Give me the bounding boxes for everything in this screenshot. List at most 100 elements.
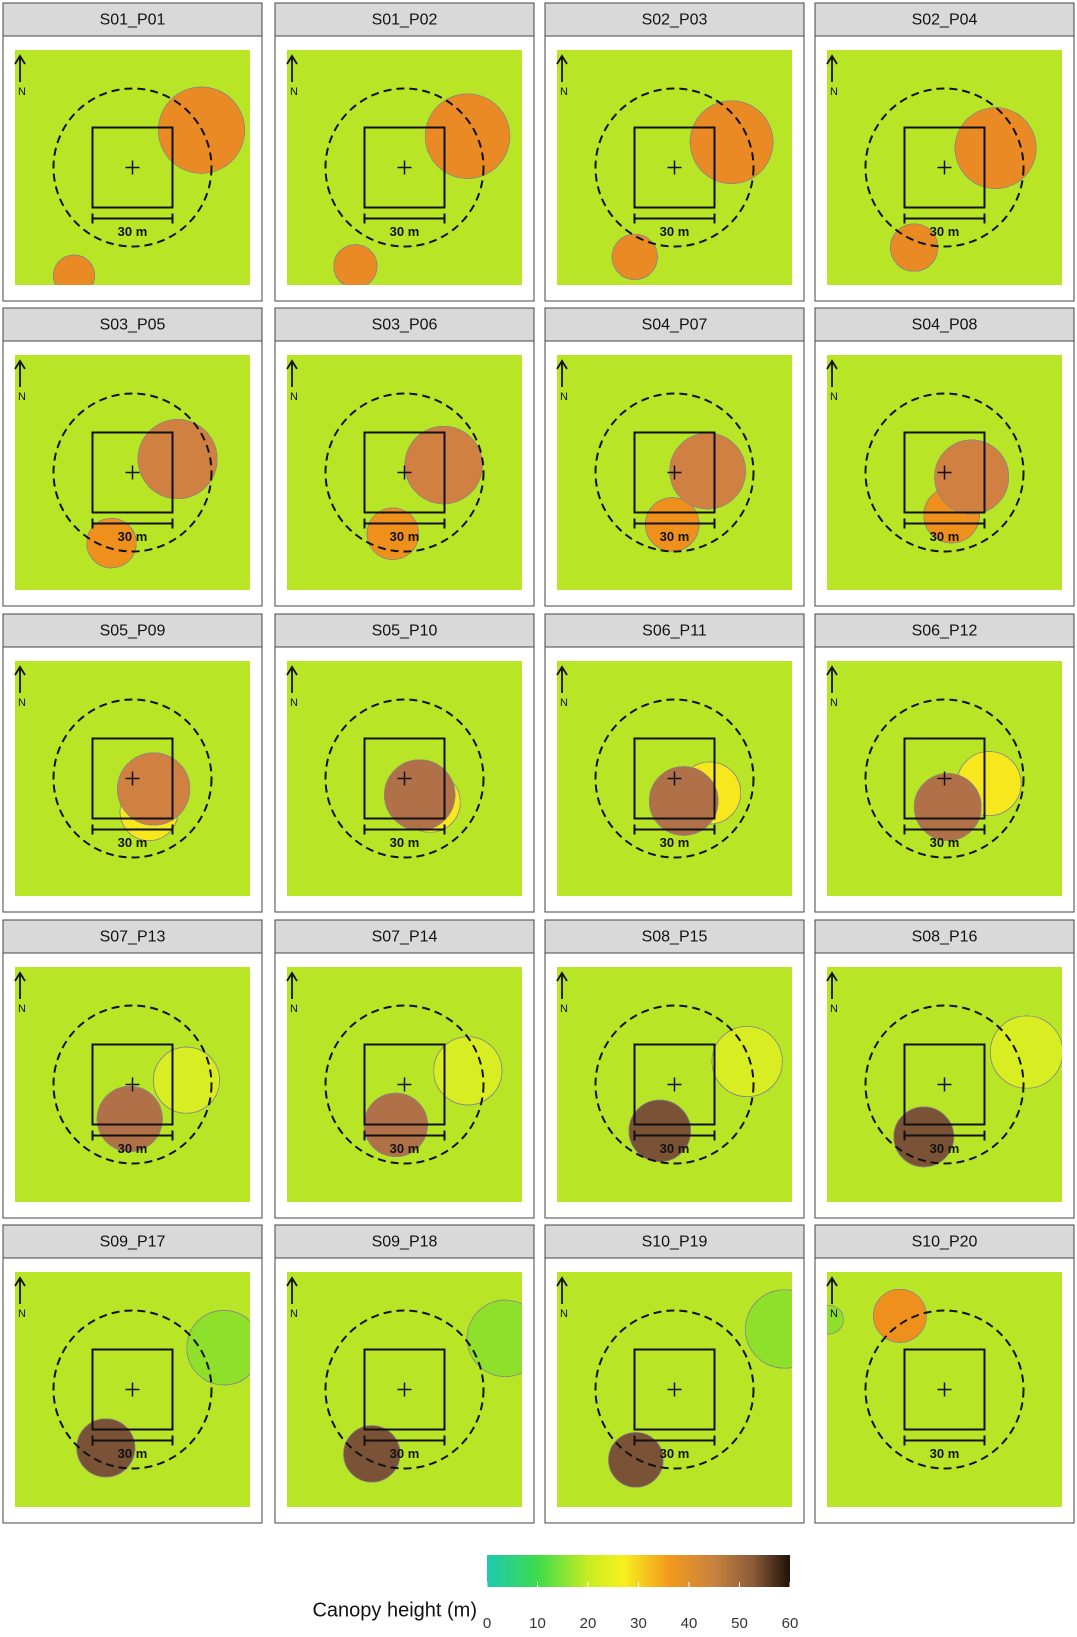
panel: S09_P18 30 m N [274,1224,535,1524]
canopy-patch [745,1289,792,1369]
plot-radius [864,1309,1025,1470]
plot-square [633,126,716,209]
canopy-patch [873,1289,927,1343]
scale-label: 30 m [660,835,690,850]
plot-radius [52,392,213,553]
plot-center [667,771,682,786]
north-label: N [290,1003,298,1015]
plot-center [125,465,140,480]
panel-title: S05_P09 [100,623,166,640]
panel-title: S07_P13 [100,929,166,946]
north-arrow [286,54,298,82]
scale-bar [91,213,174,224]
scale-bar [633,1130,716,1141]
north-label: N [18,697,26,709]
panel: S03_P06 30 m N [274,307,535,607]
scale-label: 30 m [660,224,690,239]
colorbar-tick-label: 60 [782,1615,799,1632]
north-arrow [826,359,838,387]
canopy-patch [893,1106,955,1168]
north-arrow [286,1276,298,1304]
scale-label: 30 m [660,1141,690,1156]
canopy-patch [711,1026,783,1097]
panel: S04_P08 30 m N [814,307,1075,607]
canopy-patch [689,100,774,184]
scale-label: 30 m [118,1141,148,1156]
scale-label: 30 m [390,529,420,544]
panel: S05_P10 30 m N [274,613,535,913]
canopy-map [15,967,250,1202]
canopy-patch [186,1310,250,1386]
plot-radius [324,392,485,553]
panel-title: S08_P16 [912,929,978,946]
scale-bar [91,824,174,835]
north-label: N [560,1003,568,1015]
scale-label: 30 m [660,1446,690,1461]
plot-center [667,1382,682,1397]
scale-bar [633,213,716,224]
canopy-patch [333,244,378,285]
canopy-patch [649,766,719,836]
panel-header [544,2,805,37]
north-label: N [290,697,298,709]
scale-label: 30 m [930,1446,960,1461]
plot-center [667,1077,682,1092]
scale-bar [903,1435,986,1446]
panel: S06_P11 30 m N [544,613,805,913]
north-label: N [830,1003,838,1015]
panel-header [544,919,805,954]
canopy-patch [153,1046,220,1114]
plot-center [397,1077,412,1092]
north-label: N [560,86,568,98]
panel-title: S02_P04 [912,12,978,29]
panel-header [2,2,263,37]
canopy-patch [466,1299,522,1377]
north-arrow [556,359,568,387]
panel: S08_P15 30 m N [544,919,805,1219]
panel: S07_P13 30 m N [2,919,263,1219]
scale-label: 30 m [930,224,960,239]
canopy-patch [913,773,982,841]
plot-radius [52,87,213,248]
plot-radius [324,87,485,248]
scale-bar [903,1130,986,1141]
panel-title: S06_P12 [912,623,978,640]
plot-square [633,1043,716,1126]
colorbar-tick-label: 30 [630,1615,647,1632]
plot-center [125,1077,140,1092]
north-arrow [826,54,838,82]
plot-radius [594,1004,755,1165]
plot-center [397,160,412,175]
canopy-patch [954,107,1037,189]
canopy-patch [628,1099,691,1163]
scale-bar [363,1435,446,1446]
panel-header [274,613,535,648]
panel-title: S03_P05 [100,317,166,334]
panel-title: S02_P03 [642,12,708,29]
panel: S09_P17 30 m N [2,1224,263,1524]
plot-center [937,1077,952,1092]
plot-radius [52,1309,213,1470]
panel: S07_P14 30 m N [274,919,535,1219]
panel: S06_P12 30 m N [814,613,1075,913]
scale-label: 30 m [930,1141,960,1156]
north-arrow [556,54,568,82]
panel-header [544,613,805,648]
north-label: N [290,391,298,403]
north-label: N [18,1003,26,1015]
panel: S01_P02 30 m N [274,2,535,302]
plot-radius [864,1004,1025,1165]
plot-center [667,465,682,480]
colorbar-tick-label: 0 [483,1615,491,1632]
canopy-patch [669,432,746,510]
plot-square [903,737,986,820]
panel-header [274,2,535,37]
panel: S01_P01 30 m N [2,2,263,302]
colorbar-tick-label: 40 [681,1615,698,1632]
colorbar-tick-label: 50 [731,1615,748,1632]
plot-square [633,737,716,820]
plot-square [91,1043,174,1126]
panel-title: S04_P07 [642,317,708,334]
plot-center [125,160,140,175]
legend-title: Canopy height (m) [312,1599,477,1621]
